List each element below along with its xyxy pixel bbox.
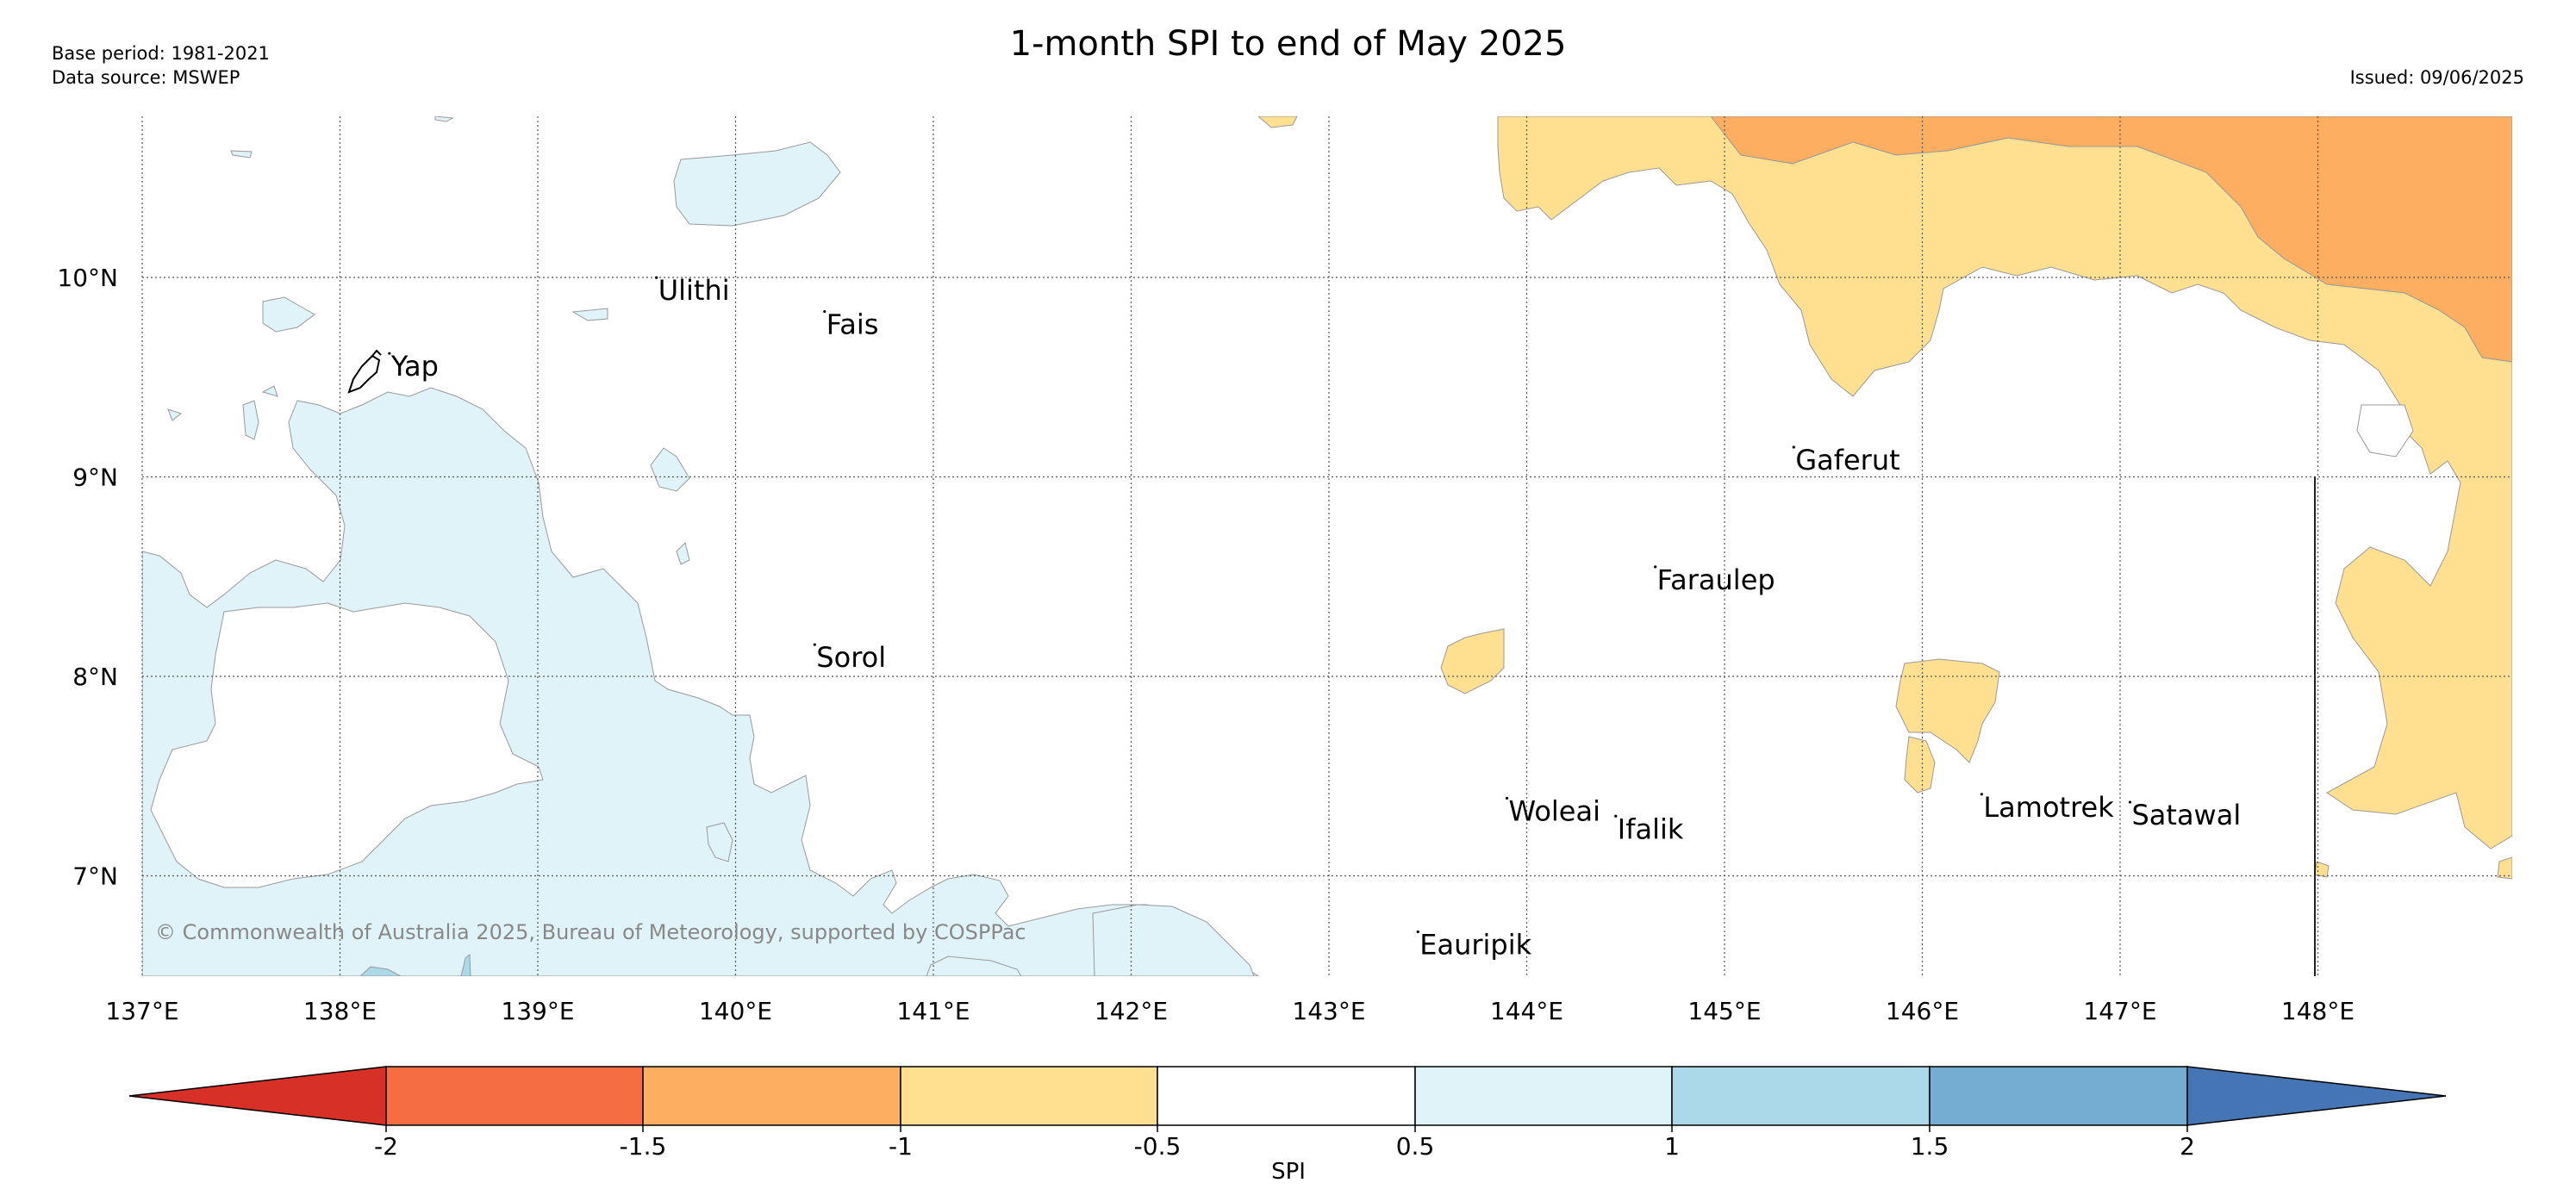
spi-blob-blue-3	[650, 447, 690, 492]
spi-blob-blue-2	[262, 296, 315, 333]
spi-blob-blue-4	[242, 400, 259, 440]
lon-tick-label: 145°E	[1687, 997, 1761, 1025]
place-marker	[823, 309, 826, 314]
place-labels: Yap Ulithi Fais Gaferut Faraulep Sorol Woleai I…	[388, 274, 2241, 962]
colorbar-tick-label: -1.5	[620, 1132, 667, 1161]
colorbar-bin	[1157, 1066, 1416, 1126]
lon-tick-label: 140°E	[699, 997, 772, 1025]
colorbar-bin	[1929, 1066, 2188, 1126]
place-label-fais: Fais	[826, 308, 879, 341]
spi-hole-white	[150, 602, 544, 888]
lon-tick-label: 144°E	[1490, 997, 1563, 1025]
colorbar-tick-label: 1	[1664, 1132, 1680, 1161]
place-marker	[1654, 565, 1657, 569]
spi-blob-blue-mid-1	[359, 966, 402, 976]
colorbar-bin	[385, 1066, 644, 1126]
lat-tick-label: 10°N	[57, 264, 118, 292]
map-gridlines	[141, 116, 2512, 976]
colorbar-bin	[900, 1066, 1158, 1126]
place-label-faraulep: Faraulep	[1657, 563, 1775, 596]
spi-blob-blue-1	[673, 141, 841, 227]
lon-tick-label: 138°E	[303, 997, 377, 1025]
colorbar-extend-high	[2186, 1066, 2447, 1126]
spi-blob-yellow-6	[2497, 856, 2512, 880]
spi-blob-blue-mid-2	[460, 953, 471, 976]
spi-blob-yellow-4	[1257, 116, 1298, 128]
axis-labels: 137°E 138°E 139°E 140°E 141°E 142°E 143°E 144°E…	[57, 264, 2355, 1025]
place-marker	[1505, 796, 1509, 800]
place-marker	[1792, 445, 1795, 449]
spi-shading	[142, 116, 2512, 976]
spi-blob-blue-13	[1092, 904, 1255, 976]
spi-blob-yellow-5	[2314, 861, 2330, 878]
spi-blob-yellow-1	[1440, 628, 1505, 694]
place-marker	[813, 643, 816, 646]
lon-tick-label: 148°E	[2281, 997, 2355, 1025]
lon-tick-label: 146°E	[1886, 997, 1959, 1025]
spi-band-light-blue	[142, 387, 1259, 976]
place-label-ifalik: Ifalik	[1618, 812, 1684, 845]
colorbar-tick-label: 1.5	[1911, 1132, 1949, 1161]
yap-island	[347, 349, 382, 394]
spi-blob-blue-11	[434, 116, 454, 122]
place-marker	[655, 276, 658, 279]
place-label-woleai: Woleai	[1509, 794, 1600, 827]
spi-blob-blue-9	[167, 408, 183, 421]
data-source: Data source: MSWEP	[52, 67, 240, 88]
lon-tick-label: 139°E	[501, 997, 574, 1025]
spi-blob-blue-10	[261, 385, 278, 397]
colorbar-tick-label: -0.5	[1134, 1132, 1182, 1161]
colorbar-tick-label: -2	[374, 1132, 398, 1161]
colorbar-extend-low	[128, 1066, 387, 1126]
lon-tick-label: 141°E	[896, 997, 970, 1025]
colorbar-bin	[642, 1066, 901, 1126]
spi-colorbar: -2 -1.5 -1 -0.5 0.5 1 1.5 2	[128, 1066, 2447, 1161]
colorbar-tick-label: -1	[889, 1132, 913, 1161]
place-label-lamotrek: Lamotrek	[1983, 791, 2114, 824]
lat-tick-label: 9°N	[72, 464, 118, 492]
lat-tick-label: 8°N	[72, 663, 118, 691]
place-label-satawal: Satawal	[2131, 799, 2241, 831]
spi-blob-blue-5	[571, 308, 608, 321]
place-label-sorol: Sorol	[816, 641, 886, 674]
colorbar-bin	[1414, 1066, 1673, 1126]
place-marker	[2128, 800, 2132, 804]
lon-tick-label: 143°E	[1292, 997, 1365, 1025]
colorbar-bin	[1671, 1066, 1930, 1126]
spi-pocket-white	[2356, 404, 2414, 458]
spi-blob-blue-7	[706, 822, 733, 862]
lon-tick-label: 147°E	[2083, 997, 2156, 1025]
colorbar-tick-label: 0.5	[1396, 1132, 1435, 1161]
spi-blob-yellow-3	[1904, 736, 1936, 794]
lon-tick-label: 137°E	[105, 997, 178, 1025]
lon-tick-label: 142°E	[1095, 997, 1168, 1025]
place-marker	[1614, 814, 1618, 818]
issued-date: Issued: 09/06/2025	[2349, 67, 2524, 88]
place-label-gaferut: Gaferut	[1795, 444, 1899, 476]
colorbar-label: SPI	[1271, 1159, 1306, 1185]
map-title: 1-month SPI to end of May 2025	[1009, 24, 1567, 64]
lat-tick-label: 7°N	[72, 862, 118, 891]
copyright-notice: © Commonwealth of Australia 2025, Bureau…	[155, 920, 1026, 944]
base-period: Base period: 1981-2021	[52, 43, 270, 64]
place-label-ulithi: Ulithi	[658, 274, 730, 307]
place-marker	[1980, 793, 1983, 796]
spi-blob-blue-6	[676, 542, 690, 565]
place-marker	[388, 352, 391, 355]
place-label-eauripik: Eauripik	[1419, 929, 1531, 962]
colorbar-tick-label: 2	[2180, 1132, 2195, 1161]
spi-blob-blue-8	[230, 150, 253, 159]
spi-blob-blue-12	[926, 956, 1022, 976]
place-label-yap: Yap	[390, 350, 439, 383]
place-marker	[1416, 930, 1419, 934]
